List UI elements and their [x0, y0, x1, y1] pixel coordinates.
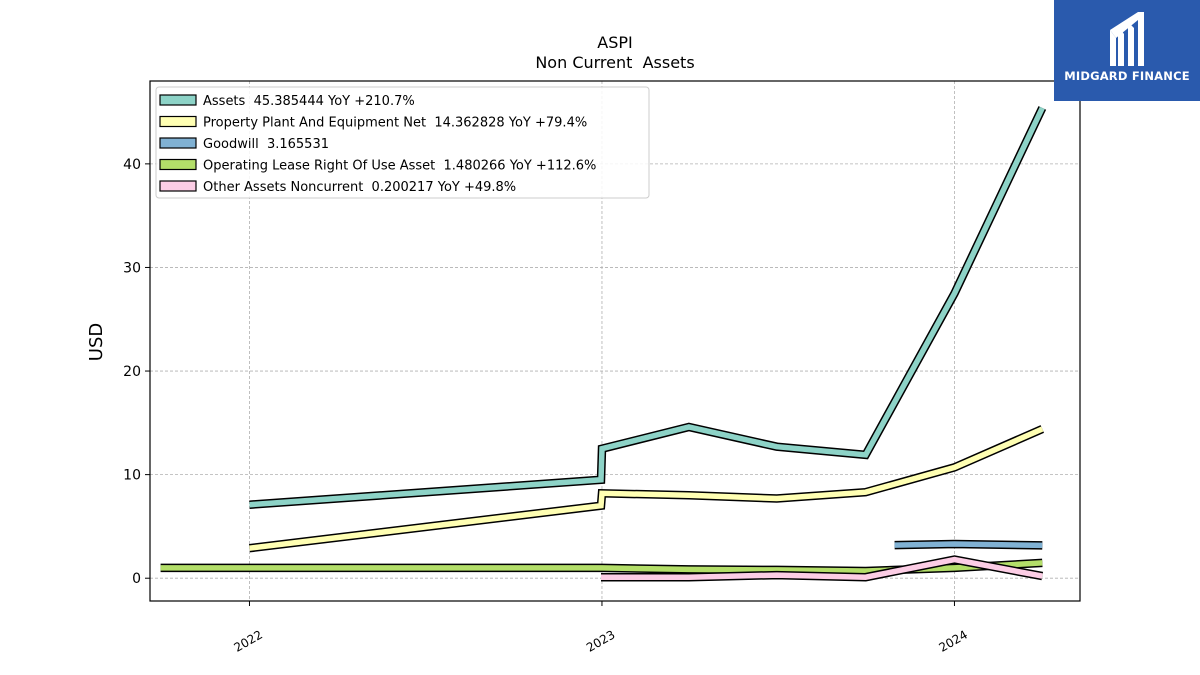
legend-box: [155, 86, 650, 199]
logo-text: MIDGARD FINANCE: [1064, 69, 1190, 83]
x-tick-label: 2022: [232, 627, 265, 654]
y-tick-label: 0: [132, 571, 141, 587]
series-line-1: [248, 425, 1045, 553]
legend-swatch: [159, 158, 197, 171]
legend-label: Goodwill 3.165531: [203, 137, 329, 152]
x-tick-label: 2023: [584, 627, 617, 654]
chart-subtitle: Non Current Assets: [535, 53, 694, 72]
midgard-logo-icon: [1110, 12, 1144, 66]
series-line-0: [249, 106, 1047, 509]
legend-label: Property Plant And Equipment Net 14.3628…: [203, 116, 587, 131]
legend-label: Operating Lease Right Of Use Asset 1.480…: [203, 159, 596, 174]
chart-title: ASPI: [597, 33, 632, 52]
series-line-fill: [601, 556, 1043, 580]
series-line-fill: [249, 106, 1045, 508]
series-line-2: [894, 539, 1043, 550]
series-line-fill: [894, 541, 1043, 549]
legend-label: Assets 45.385444 YoY +210.7%: [203, 94, 415, 109]
legend-swatch: [159, 180, 197, 192]
x-tick-label: 2024: [937, 627, 970, 654]
y-tick-label: 40: [123, 157, 141, 173]
y-tick-label: 20: [123, 364, 141, 380]
legend-label: Other Assets Noncurrent 0.200217 YoY +49…: [203, 180, 516, 195]
legend-swatch: [159, 115, 197, 128]
plot-frame: [149, 80, 1081, 602]
y-tick-label: 10: [123, 468, 141, 484]
midgard-finance-logo: MIDGARD FINANCE: [1054, 0, 1200, 101]
legend-swatch: [159, 94, 197, 106]
y-tick-label: 30: [123, 260, 141, 276]
legend-swatch: [159, 137, 197, 149]
series-line-4: [601, 555, 1044, 582]
series-line-fill: [249, 426, 1044, 551]
series-line-outline: [248, 425, 1045, 553]
y-axis-label: USD: [86, 323, 107, 361]
